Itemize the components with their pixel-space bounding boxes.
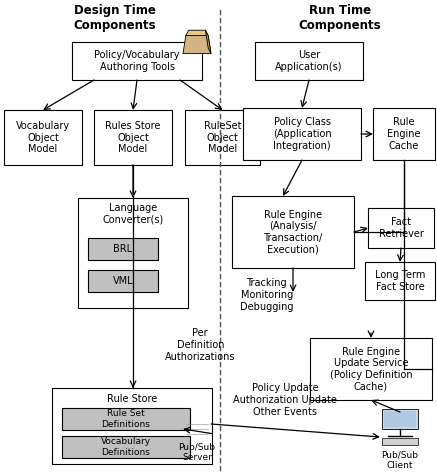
Text: Rule
Engine
Cache: Rule Engine Cache	[387, 118, 421, 151]
Text: Long Term
Fact Store: Long Term Fact Store	[375, 270, 425, 292]
Text: Language
Converter(s): Language Converter(s)	[102, 203, 163, 225]
Text: RuleSet
Object
Model: RuleSet Object Model	[204, 121, 241, 154]
Bar	[88, 270, 158, 292]
Bar	[365, 262, 435, 300]
Bar	[243, 108, 361, 160]
Bar	[232, 196, 354, 268]
Bar	[382, 409, 418, 428]
Text: Pub/Sub
Client: Pub/Sub Client	[382, 450, 419, 470]
Bar	[62, 408, 190, 430]
Bar	[52, 388, 212, 464]
Text: Fact
Retriever: Fact Retriever	[378, 217, 423, 239]
Bar	[78, 198, 188, 308]
Text: Rule Engine
Update Service
(Policy Definition
Cache): Rule Engine Update Service (Policy Defin…	[329, 346, 413, 392]
Text: Rule Store: Rule Store	[107, 394, 157, 404]
Text: Vocabulary
Object
Model: Vocabulary Object Model	[16, 121, 70, 154]
Bar	[384, 411, 416, 427]
Bar	[310, 338, 432, 400]
Text: Rules Store
Object
Model: Rules Store Object Model	[105, 121, 161, 154]
Text: Per
Definition
Authorizations: Per Definition Authorizations	[165, 328, 236, 362]
Bar	[368, 208, 434, 248]
Polygon shape	[183, 36, 211, 54]
Bar	[94, 110, 172, 165]
Text: Vocabulary
Definitions: Vocabulary Definitions	[101, 438, 151, 457]
Text: Rule Engine
(Analysis/
Transaction/
Execution): Rule Engine (Analysis/ Transaction/ Exec…	[264, 210, 323, 255]
Bar	[72, 42, 202, 80]
Polygon shape	[205, 30, 211, 54]
Bar	[88, 238, 158, 260]
Text: VML: VML	[113, 276, 133, 286]
Text: User
Application(s): User Application(s)	[275, 50, 343, 72]
Text: Tracking
Monitoring
Debugging: Tracking Monitoring Debugging	[240, 278, 294, 311]
Bar	[255, 42, 363, 80]
Bar	[62, 436, 190, 458]
Text: Policy/Vocabulary
Authoring Tools: Policy/Vocabulary Authoring Tools	[94, 50, 180, 72]
Text: Policy Update
Authorization Update
Other Events: Policy Update Authorization Update Other…	[233, 383, 337, 417]
Bar	[382, 438, 418, 445]
Text: Pub/Sub
Server: Pub/Sub Server	[178, 442, 215, 462]
Text: Policy Class
(Application
Integration): Policy Class (Application Integration)	[273, 118, 331, 151]
Text: Run Time
Components: Run Time Components	[298, 4, 382, 32]
Polygon shape	[186, 30, 208, 36]
Bar	[373, 108, 435, 160]
Text: Design Time
Components: Design Time Components	[74, 4, 156, 32]
Bar	[4, 110, 82, 165]
Text: Rule Set
Definitions: Rule Set Definitions	[101, 410, 150, 428]
Bar	[185, 110, 260, 165]
Text: BRL: BRL	[114, 244, 132, 254]
